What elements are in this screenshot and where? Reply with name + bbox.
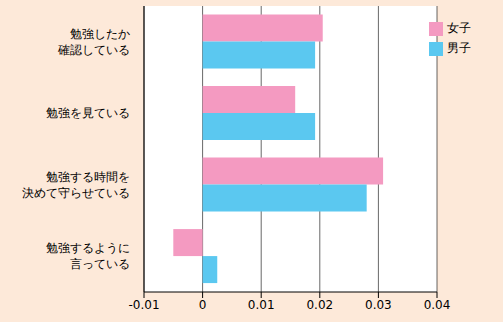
svg-text:勉強する時間を: 勉強する時間を [46,170,130,184]
svg-text:0.03: 0.03 [365,298,392,312]
svg-text:0.01: 0.01 [248,298,275,312]
svg-text:言っている: 言っている [70,257,130,271]
svg-text:勉強を見ている: 勉強を見ている [46,106,130,120]
svg-text:勉強したか: 勉強したか [70,27,130,41]
svg-text:0.02: 0.02 [306,298,333,312]
html-text:女子: 女子 [447,21,471,35]
svg-text:0.04: 0.04 [424,298,451,312]
svg-text:勉強するように: 勉強するように [46,241,130,255]
svg-text:確認している: 確認している [57,43,130,57]
svg-text:-0.01: -0.01 [128,298,159,312]
svg-text:0: 0 [199,298,207,312]
html-text:男子: 男子 [447,41,471,55]
svg-text:決めて守らせている: 決めて守らせている [22,186,130,200]
